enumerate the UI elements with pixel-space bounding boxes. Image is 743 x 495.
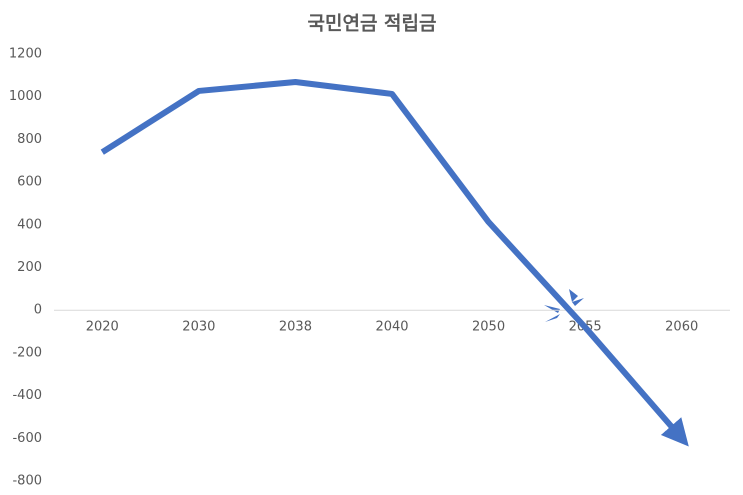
y-tick-label: 600 (17, 175, 42, 190)
y-tick-label: 800 (17, 132, 42, 147)
x-tick-label: 2040 (375, 320, 408, 335)
x-tick-label: 2030 (182, 320, 215, 335)
y-tick-label: 1200 (9, 47, 42, 62)
y-tick-label: 200 (17, 260, 42, 275)
line (100, 78, 689, 447)
y-tick-label: -400 (12, 388, 42, 403)
x-tick-label: 2038 (279, 320, 312, 335)
y-tick-label: 1000 (9, 89, 42, 104)
y-tick-label: -800 (12, 474, 42, 489)
x-tick-label: 2060 (665, 320, 698, 335)
burst (544, 289, 584, 322)
y-tick-label: -200 (12, 345, 42, 360)
y-tick-label: -600 (12, 431, 42, 446)
x-tick-label: 2050 (472, 320, 505, 335)
chart-title: 국민연금 적립금 (308, 13, 437, 35)
x-tick-label: 2020 (86, 320, 119, 335)
y-tick-label: 400 (17, 217, 42, 232)
y-tick-label: 0 (34, 303, 42, 318)
